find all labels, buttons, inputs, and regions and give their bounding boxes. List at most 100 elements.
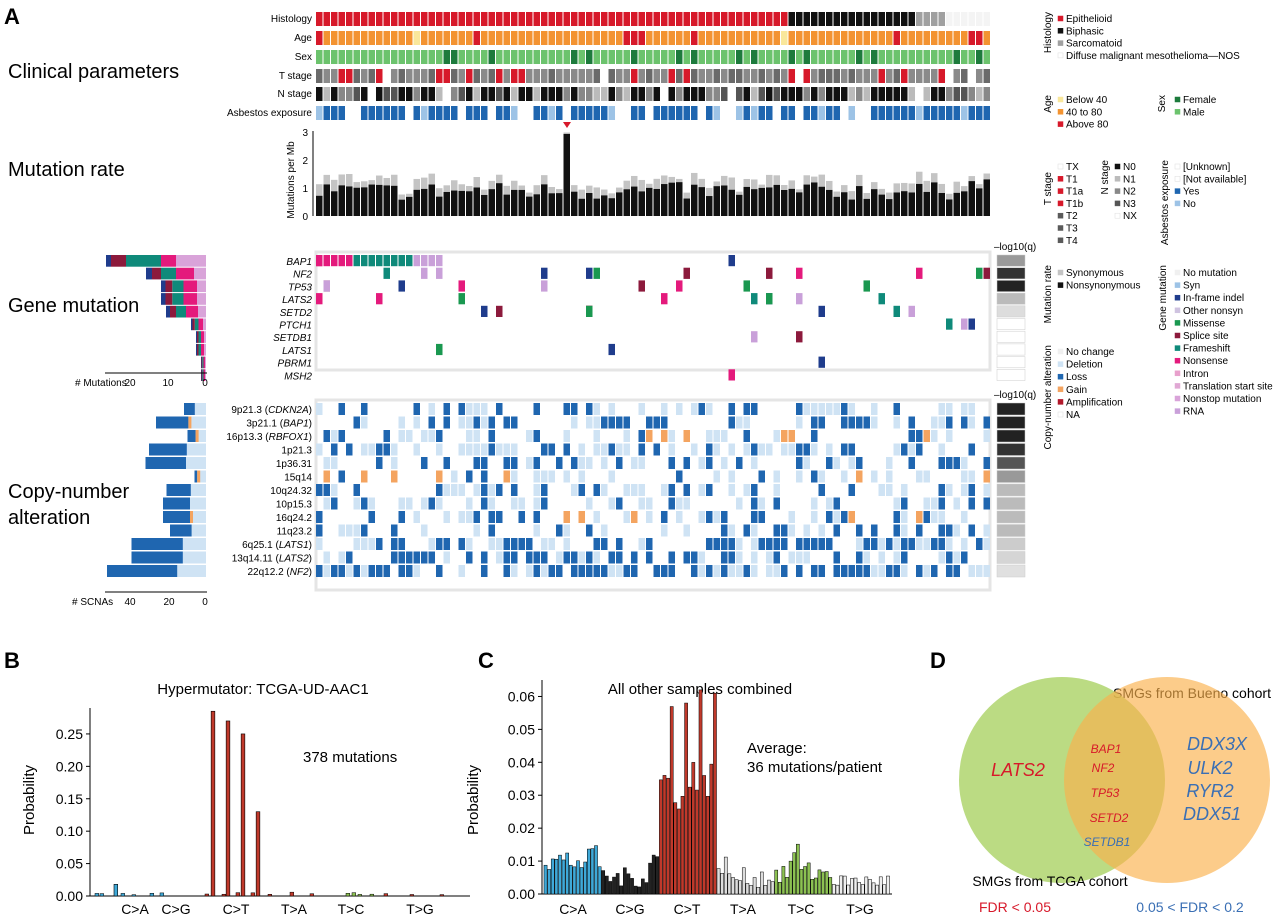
sex-cell: [646, 50, 653, 64]
tstage-cell: [316, 69, 323, 83]
gene-label: PBRM1: [278, 359, 312, 370]
cna-cell: [503, 538, 510, 550]
synonymous-bar: [458, 184, 465, 191]
synonymous-bar: [698, 178, 705, 188]
cna-cell: [623, 484, 630, 496]
age-cell: [811, 31, 818, 45]
cna-cell: [698, 551, 705, 564]
cna-cell: [323, 484, 330, 496]
gene-labels: BAP1NF2TP53LATS2SETD2PTCH1SETDB1LATS1PBR…: [273, 257, 312, 382]
chart-b-ytick-label: 0.00: [56, 888, 83, 904]
histology-cell: [841, 12, 848, 26]
cna-hist-loss: [187, 430, 196, 442]
cna-cell: [473, 430, 480, 442]
asbestos-cell: [826, 106, 833, 120]
histology-cell: [623, 12, 630, 26]
nonsynonymous-bar: [593, 198, 600, 216]
mutation-cell: [458, 280, 465, 292]
cna-hist-loss: [131, 551, 183, 564]
histology-cell: [983, 12, 990, 26]
synonymous-bar: [668, 176, 675, 183]
cna-cell: [646, 416, 653, 429]
cna-cell: [818, 524, 825, 537]
cna-cell: [578, 511, 585, 523]
cna-cell: [728, 470, 735, 483]
chart-c-ytick-label: 0.00: [508, 886, 535, 902]
legend-swatch: [1114, 176, 1121, 182]
synonymous-bar: [848, 191, 855, 200]
cna-cell: [481, 470, 488, 483]
chart-c-bar: [648, 862, 652, 895]
synonymous-bar: [481, 189, 488, 195]
histology-cell: [413, 12, 420, 26]
chart-c-bar: [608, 881, 613, 895]
cna-cell: [901, 443, 908, 456]
tstage-cell: [631, 69, 638, 83]
tstage-cell: [428, 69, 435, 83]
cna-cell: [443, 416, 450, 429]
cna-cell: [908, 416, 915, 429]
asbestos-cell: [961, 106, 968, 120]
cna-cell: [916, 565, 923, 577]
cna-cell: [721, 551, 728, 564]
cna-cell: [428, 430, 435, 442]
cna-cell: [503, 551, 510, 564]
cna-cell: [593, 551, 600, 564]
cna-cell: [833, 565, 840, 577]
cna-cell: [458, 484, 465, 496]
cna-cell: [638, 443, 645, 456]
legend-title: T stage: [1043, 172, 1054, 206]
nonsynonymous-bar: [383, 185, 390, 216]
asbestos-cell: [586, 106, 593, 120]
clinical-row-labels: Histology Age Sex T stage N stage Asbest…: [227, 14, 312, 119]
cna-cell: [668, 443, 675, 456]
asbestos-cell: [601, 106, 608, 120]
nstage-cell: [826, 87, 833, 101]
cna-cell: [758, 538, 765, 550]
cna-cell: [436, 497, 443, 510]
legend-item: Amplification: [1066, 397, 1123, 408]
legend-swatch: [1174, 357, 1181, 364]
synonymous-bar: [871, 182, 878, 190]
asbestos-cell: [878, 106, 885, 120]
cna-cell: [758, 497, 765, 510]
asbestos-cell: [458, 106, 465, 120]
cna-cell: [436, 470, 443, 483]
cna-cell: [533, 430, 540, 442]
nonsynonymous-bar: [496, 183, 503, 216]
cna-cell: [473, 403, 480, 415]
histology-cell: [646, 12, 653, 26]
nonsynonymous-bar: [811, 182, 818, 216]
sex-cell: [436, 50, 443, 64]
cna-cell: [563, 524, 570, 537]
cna-cell: [518, 538, 525, 550]
cna-cell: [406, 430, 413, 442]
nonsynonymous-bar: [323, 184, 330, 216]
gene-hist-segment: [203, 318, 206, 331]
chart-b-bar: [250, 892, 255, 897]
cna-cell: [563, 538, 570, 550]
nstage-cell: [976, 87, 983, 101]
gene-q-cell: [996, 305, 1026, 318]
cna-cell: [353, 538, 360, 550]
asbestos-cell: [331, 106, 338, 120]
cna-cell: [533, 457, 540, 469]
legend-swatch: [1057, 348, 1064, 355]
synonymous-bar: [653, 178, 660, 189]
age-cell: [601, 31, 608, 45]
chart-b-bar: [120, 893, 125, 897]
cna-cell: [818, 403, 825, 415]
synonymous-bar: [758, 184, 765, 188]
cna-cell: [646, 551, 653, 564]
asbestos-cell: [668, 106, 675, 120]
cna-cell: [391, 457, 398, 469]
cna-cell: [683, 551, 690, 564]
chart-c-bar: [785, 877, 789, 895]
nonsynonymous-bar: [533, 194, 540, 216]
tstage-cell: [856, 69, 863, 83]
synonymous-bar: [826, 180, 833, 190]
cna-cell: [878, 565, 885, 577]
histology-cell: [773, 12, 780, 26]
cna-cell: [781, 443, 788, 456]
